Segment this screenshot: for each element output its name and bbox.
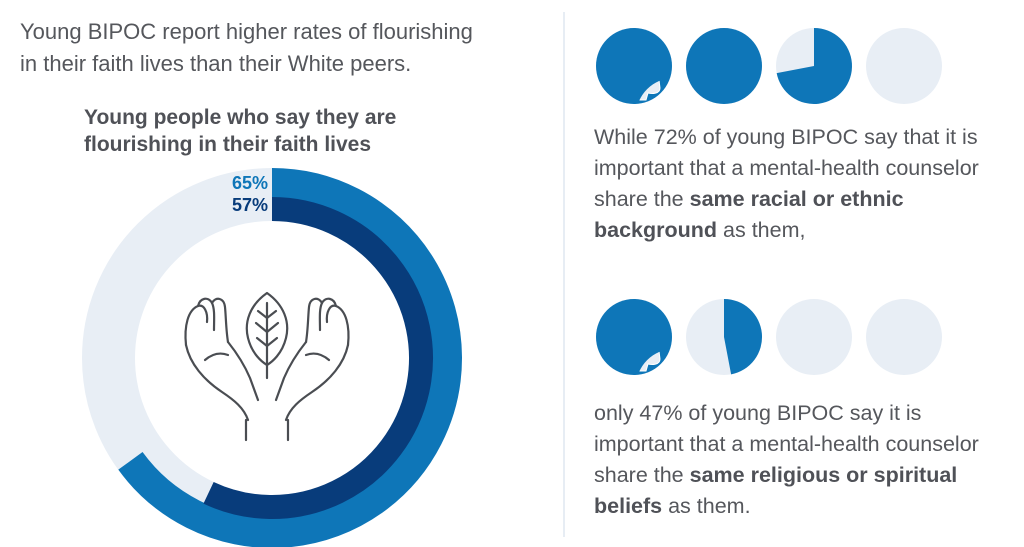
chart-panel: Young BIPOC report higher rates of flour… [20, 16, 560, 547]
inner-ring-label: 57% [232, 195, 268, 215]
outer-ring-label: 65% [232, 173, 268, 193]
head-icons-row-1 [596, 28, 942, 104]
outer-ring-arc-65 [118, 168, 462, 547]
row-2-head-icon-4 [866, 299, 942, 375]
stat-2-text-after: as them. [662, 494, 751, 518]
row-2-head-icon-2 [686, 299, 763, 375]
inner-ring-arc-57 [203, 197, 433, 519]
headline: Young BIPOC report higher rates of flour… [20, 16, 560, 80]
stat-1-text-after: as them, [717, 218, 806, 242]
chart-title-line-1: Young people who say they are [84, 106, 397, 129]
headline-line-2: in their faith lives than their White pe… [20, 51, 412, 76]
row-1-head-icon-3 [776, 28, 852, 104]
column-divider [563, 12, 565, 537]
stat-1-text: While 72% of young BIPOC say that it is … [594, 122, 1014, 246]
row-2-head-icon-1 [596, 299, 672, 375]
row-1-head-icon-4 [866, 28, 942, 104]
chart-title: Young people who say they are flourishin… [84, 104, 504, 158]
row-2-head-icon-3 [776, 299, 852, 375]
chart-title-line-2: flourishing in their faith lives [84, 133, 372, 156]
stat-1-text-bold: same racial or ethnic background [594, 187, 904, 242]
row-1-head-icon-2 [686, 28, 762, 104]
head-icons-row-2 [596, 299, 942, 375]
row-1-head-icon-1 [596, 28, 672, 104]
stat-1-text-before: While 72% of young BIPOC say that it is … [594, 125, 979, 211]
headline-line-1: Young BIPOC report higher rates of flour… [20, 19, 473, 44]
stat-2-text-before: only 47% of young BIPOC say it is import… [594, 401, 979, 487]
stats-panel: While 72% of young BIPOC say that it is … [570, 0, 1024, 547]
stat-2-text-bold: same religious or spiritual beliefs [594, 463, 958, 518]
stat-2-text: only 47% of young BIPOC say it is import… [594, 398, 1014, 522]
donut-chart: 65% 57% [82, 168, 462, 547]
hands-holding-leaf-icon [184, 291, 350, 442]
